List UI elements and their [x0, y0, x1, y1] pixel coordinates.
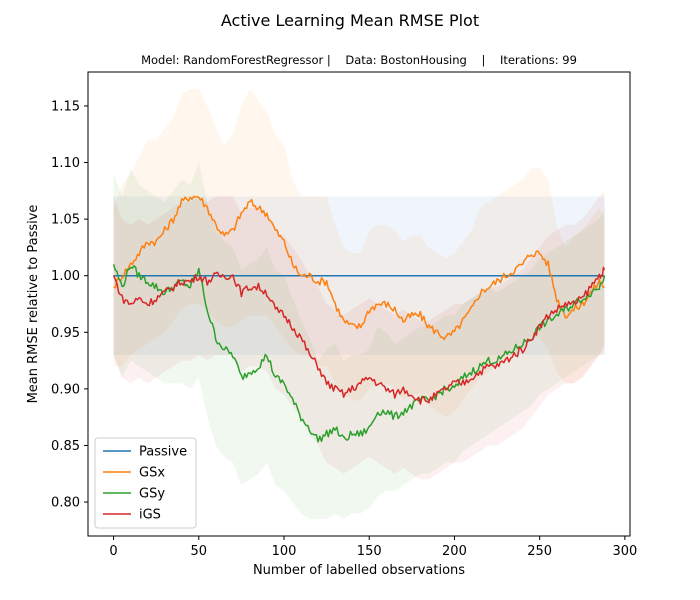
line-igs [112, 266, 606, 405]
x-tick-label: 0 [109, 544, 117, 559]
y-tick-label: 1.00 [51, 269, 80, 284]
legend-label-passive: Passive [139, 445, 187, 460]
chart-subtitle: Model: RandomForestRegressor | Data: Bos… [141, 53, 577, 67]
y-tick-label: 1.05 [51, 213, 80, 228]
y-tick-label: 0.95 [51, 326, 80, 341]
legend-label-gsx: GSx [139, 466, 165, 481]
y-axis-label: Mean RMSE relative to Passive [26, 205, 41, 404]
chart-title: Active Learning Mean RMSE Plot [221, 11, 479, 30]
x-tick-label: 200 [442, 544, 467, 559]
confidence-bands [113, 88, 605, 520]
y-tick-label: 0.85 [51, 439, 80, 454]
plot-area-frame [87, 71, 631, 537]
y-tick-label: 1.15 [51, 99, 80, 114]
y-tick-label: 1.10 [51, 156, 80, 171]
series-lines [112, 195, 606, 443]
x-tick-label: 300 [612, 544, 637, 559]
legend-label-gsy: GSy [139, 487, 165, 502]
x-tick-label: 50 [191, 544, 208, 559]
x-axis-label: Number of labelled observations [253, 563, 465, 578]
x-tick-label: 150 [357, 544, 382, 559]
band-gsy [113, 162, 605, 520]
legend-frame [94, 437, 197, 529]
y-axis-ticks: 0.80 0.85 0.90 0.95 1.00 1.05 1.10 1.15 [51, 99, 88, 511]
band-igs [113, 190, 605, 480]
band-gsx [113, 88, 605, 418]
y-tick-label: 0.80 [51, 496, 80, 511]
legend: Passive GSx GSy iGS [94, 437, 197, 529]
x-tick-label: 250 [527, 544, 552, 559]
line-gsx [113, 195, 605, 341]
x-axis-ticks: 0 50 100 150 200 250 300 [109, 536, 637, 559]
y-tick-label: 0.90 [51, 382, 80, 397]
x-tick-label: 100 [272, 544, 297, 559]
legend-label-igs: iGS [139, 508, 161, 523]
